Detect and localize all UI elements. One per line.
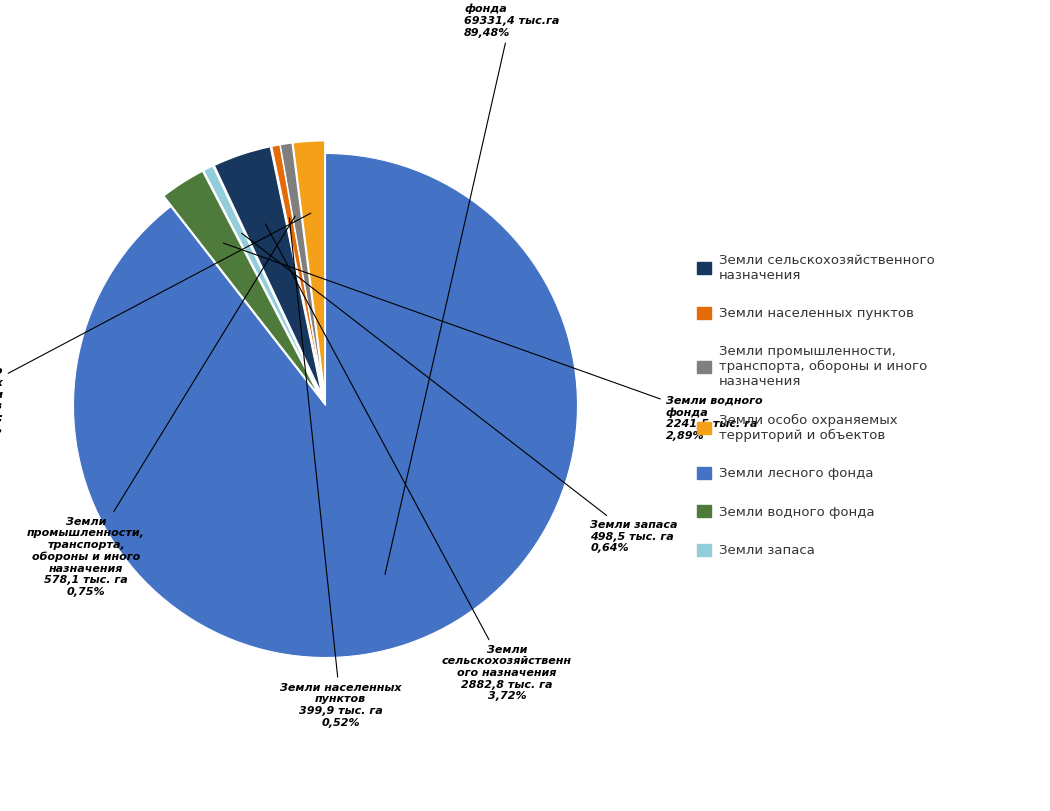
Text: Земли особо
охраняемых
территорий и
объектов
1552,4 тыс.га;
2%: Земли особо охраняемых территорий и объе…	[0, 213, 311, 435]
Text: Земли водного
фонда
2241,5 тыс. га
2,89%: Земли водного фонда 2241,5 тыс. га 2,89%	[224, 243, 762, 441]
Wedge shape	[280, 143, 323, 393]
Wedge shape	[272, 145, 323, 393]
Legend: Земли сельскохозяйственного
назначения, Земли населенных пунктов, Земли промышле: Земли сельскохозяйственного назначения, …	[697, 254, 934, 557]
Text: Земли лесного
фонда
69331,4 тыс.га
89,48%: Земли лесного фонда 69331,4 тыс.га 89,48…	[385, 0, 560, 574]
Wedge shape	[164, 171, 319, 395]
Wedge shape	[293, 141, 324, 393]
Text: Земли населенных
пунктов
399,9 тыс. га
0,52%: Земли населенных пунктов 399,9 тыс. га 0…	[280, 217, 401, 727]
Text: Земли
промышленности,
транспорта,
обороны и иного
назначения
578,1 тыс. га
0,75%: Земли промышленности, транспорта, оборон…	[27, 216, 295, 597]
Wedge shape	[204, 166, 320, 394]
Wedge shape	[214, 147, 321, 393]
Wedge shape	[74, 153, 578, 658]
Text: Земли запаса
498,5 тыс. га
0,64%: Земли запаса 498,5 тыс. га 0,64%	[242, 234, 677, 553]
Text: Земли
сельскохозяйственн
ого назначения
2882,8 тыс. га
3,72%: Земли сельскохозяйственн ого назначения …	[266, 224, 572, 702]
